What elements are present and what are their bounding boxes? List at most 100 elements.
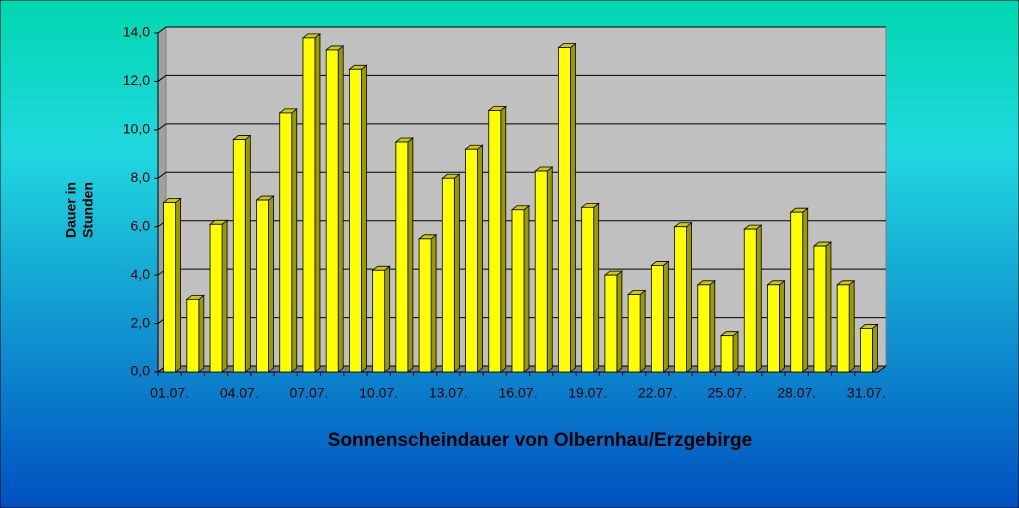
bar-front: [511, 209, 525, 373]
bar-side: [291, 108, 298, 373]
grid-line: [157, 74, 886, 82]
chart-title: Sonnenscheindauer von Olbernhau/Erzgebir…: [328, 430, 752, 451]
bar-side: [848, 279, 855, 373]
bar-front: [767, 284, 780, 373]
y-tick-label: 4,0: [131, 266, 151, 282]
bar: [673, 221, 693, 373]
y-tick-label: 14,0: [123, 24, 150, 40]
bar: [371, 265, 391, 373]
bar-front: [279, 112, 293, 373]
bar-side: [779, 279, 785, 373]
bar-front: [465, 148, 478, 373]
x-tick-label: 01.07.: [150, 385, 189, 401]
x-tick-label: 10.07.: [359, 385, 398, 401]
bar-side: [570, 42, 576, 373]
bar-side: [825, 241, 832, 373]
bar-side: [686, 221, 692, 373]
y-tick-label: 12,0: [123, 72, 150, 88]
bar: [394, 137, 415, 373]
bar-side: [500, 105, 507, 373]
bar-front: [232, 139, 246, 373]
y-tick-label: 0,0: [131, 363, 151, 379]
bar-side: [430, 233, 437, 373]
bar: [580, 202, 600, 373]
y-tick-label: 6,0: [131, 217, 151, 233]
bar-side: [523, 204, 530, 373]
x-tick-label: 19.07.: [568, 385, 607, 401]
y-label-line: Dauer in: [62, 182, 78, 238]
bar: [626, 289, 647, 373]
bar: [603, 270, 624, 373]
bar-side: [198, 294, 205, 373]
bar-front: [697, 284, 711, 373]
bar-front: [488, 110, 502, 373]
bar-front: [627, 294, 641, 373]
y-label-line: Stunden: [79, 182, 95, 238]
bar-front: [163, 202, 177, 373]
bar-side: [244, 134, 251, 373]
bar: [743, 224, 763, 373]
bar: [325, 45, 345, 373]
bar: [557, 42, 577, 373]
bar: [510, 204, 531, 373]
bar-side: [407, 137, 414, 373]
grid-line: [157, 26, 886, 34]
x-tick-label: 25.07.: [708, 385, 747, 401]
bar: [719, 330, 740, 373]
bar: [534, 166, 554, 373]
bar-side: [361, 64, 367, 373]
grid-line: [157, 123, 886, 131]
y-tick-label: 10,0: [123, 121, 150, 137]
bar-side: [453, 173, 460, 373]
bar-front: [581, 206, 595, 373]
bar: [162, 197, 182, 373]
bar: [696, 279, 716, 373]
bar-front: [674, 226, 687, 373]
bar: [185, 294, 205, 373]
bar-front: [790, 211, 804, 373]
bar-front: [859, 328, 873, 373]
bar-side: [709, 279, 716, 373]
bar-side: [662, 260, 669, 373]
bar: [278, 108, 298, 373]
bar: [859, 323, 879, 373]
bar: [836, 279, 856, 373]
x-tick-label: 31.07.: [847, 385, 886, 401]
bar: [441, 173, 461, 373]
bar: [417, 233, 438, 373]
bar: [301, 33, 322, 373]
bar-front: [720, 335, 734, 373]
bar-side: [384, 265, 391, 373]
bar-side: [802, 207, 809, 373]
x-tick-label: 04.07.: [220, 385, 259, 401]
bar: [650, 260, 670, 373]
bar-side: [175, 197, 182, 373]
x-tick-label: 13.07.: [429, 385, 468, 401]
bar-side: [616, 270, 623, 373]
bar-front: [372, 269, 386, 373]
bar-front: [836, 284, 850, 373]
bar-front: [302, 37, 316, 373]
bar: [348, 64, 368, 373]
bar-front: [395, 141, 409, 373]
x-tick-label: 22.07.: [638, 385, 677, 401]
bar-front: [209, 223, 223, 373]
bar-front: [256, 199, 269, 373]
bar: [789, 207, 809, 373]
bar: [812, 241, 833, 373]
x-tick-label: 16.07.: [499, 385, 538, 401]
bar-front: [325, 49, 339, 373]
bar-front: [604, 274, 618, 373]
bar-side: [314, 33, 321, 373]
bar-front: [534, 170, 548, 373]
bar-front: [186, 298, 200, 373]
bar-side: [732, 330, 739, 373]
bar: [232, 134, 252, 373]
bar-side: [477, 144, 483, 373]
bar: [208, 219, 229, 373]
y-tick-label: 2,0: [131, 314, 151, 330]
bar-front: [349, 68, 362, 373]
bar-front: [441, 177, 455, 373]
bar-front: [558, 47, 571, 373]
